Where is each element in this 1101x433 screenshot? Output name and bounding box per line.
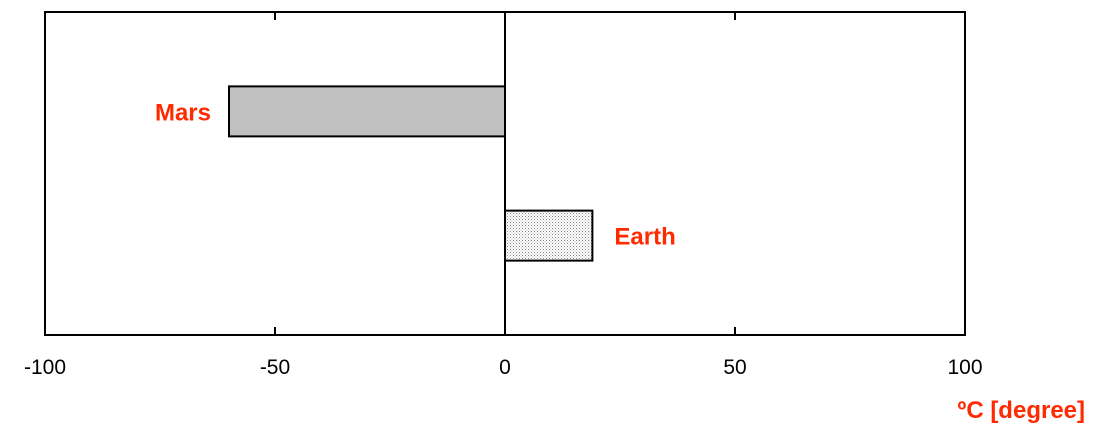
x-ticks: -100 -50 0 50 100 — [24, 12, 983, 379]
bar-earth — [504, 209, 594, 262]
bar-label-mars: Mars — [155, 99, 211, 126]
x-tick-label: 0 — [499, 356, 511, 379]
bar-label-earth: Earth — [614, 224, 675, 251]
x-axis-label: ºC [degree] — [958, 397, 1085, 424]
x-tick-label: -100 — [24, 356, 66, 379]
x-tick-label: 100 — [947, 356, 982, 379]
bar-mars — [228, 85, 506, 138]
x-tick-label: -50 — [260, 356, 290, 379]
bars-group: Mars Earth — [155, 85, 676, 262]
x-tick-label: 50 — [723, 356, 746, 379]
